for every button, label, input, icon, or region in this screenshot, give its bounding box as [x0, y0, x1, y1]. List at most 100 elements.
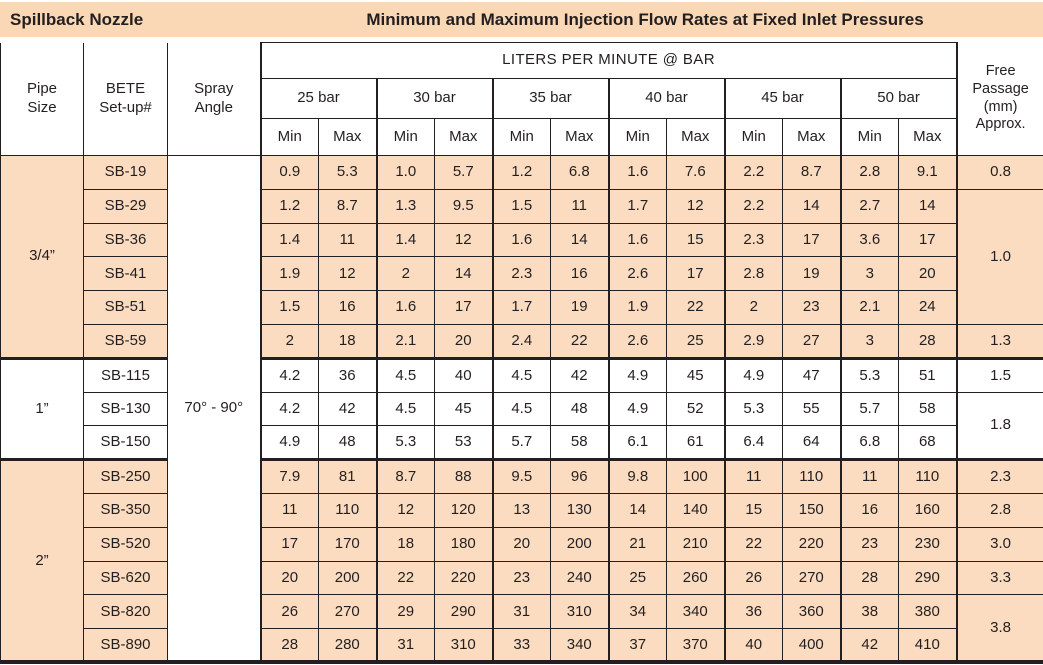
- flow-cell: 17: [259, 526, 319, 562]
- flow-cell: 360: [782, 594, 841, 630]
- flow-cell: 220: [782, 526, 841, 562]
- flow-cell: 290: [897, 560, 958, 596]
- flow-cell: 19: [782, 256, 841, 292]
- flow-cell: 2.7: [839, 188, 899, 224]
- flow-cell: 68: [897, 425, 958, 461]
- flow-cell: 88: [434, 458, 493, 494]
- flow-cell: 2.6: [607, 256, 667, 292]
- header-free-passage: Free Passage (mm) Approx.: [955, 42, 1043, 156]
- setup-cell: SB-150: [83, 425, 168, 461]
- flow-cell: 2.6: [607, 323, 667, 359]
- flow-cell: 11: [550, 188, 609, 224]
- flow-cell: 33: [491, 628, 551, 663]
- flow-cell: 410: [897, 628, 958, 663]
- flow-cell: 170: [318, 526, 377, 562]
- flow-cell: 280: [318, 628, 377, 663]
- free-passage-cell: 1.0: [955, 188, 1043, 325]
- flow-cell: 260: [666, 560, 725, 596]
- flow-cell: 42: [550, 356, 609, 393]
- setup-cell: SB-520: [83, 526, 168, 562]
- flow-cell: 220: [434, 560, 493, 596]
- header-liters-per-minute: LITERS PER MINUTE @ BAR: [259, 42, 958, 79]
- flow-cell: 22: [666, 290, 725, 325]
- flow-cell: 2.1: [375, 323, 435, 359]
- title-band: Spillback Nozzle Minimum and Maximum Inj…: [0, 2, 1043, 37]
- header-max: Max: [434, 118, 493, 156]
- flow-cell: 28: [839, 560, 899, 596]
- flow-cell: 1.7: [607, 188, 667, 224]
- flow-cell: 310: [550, 594, 609, 630]
- header-row-pressures: 25 bar 30 bar 35 bar 40 bar 45 bar 50 ba…: [1, 78, 1043, 119]
- flow-cell: 36: [318, 356, 377, 393]
- flow-cell: 1.6: [375, 290, 435, 325]
- flow-cell: 2.9: [723, 323, 783, 359]
- header-row-minmax: Min Max Min Max Min Max Min Max Min Max …: [1, 118, 1043, 156]
- flow-cell: 5.7: [839, 391, 899, 427]
- flow-cell: 1.6: [607, 222, 667, 258]
- header-min: Min: [607, 118, 667, 156]
- flow-cell: 14: [550, 222, 609, 258]
- flow-cell: 18: [318, 323, 377, 359]
- flow-cell: 23: [782, 290, 841, 325]
- flow-cell: 4.9: [607, 356, 667, 393]
- free-passage-cell: 0.8: [955, 155, 1043, 190]
- flow-cell: 17: [782, 222, 841, 258]
- flow-cell: 1.7: [491, 290, 551, 325]
- flow-cell: 45: [434, 391, 493, 427]
- flow-cell: 1.5: [491, 188, 551, 224]
- flow-cell: 13: [491, 492, 551, 528]
- table-row: SB-29 1.2 8.7 1.3 9.5 1.5 11 1.7 12 2.2 …: [1, 188, 1043, 325]
- pipe-size-cell: 1”: [0, 356, 84, 461]
- flow-cell: 210: [666, 526, 725, 562]
- header-35-bar: 35 bar: [491, 78, 610, 119]
- flow-cell: 64: [782, 425, 841, 461]
- flow-cell: 270: [782, 560, 841, 596]
- flow-cell: 1.9: [607, 290, 667, 325]
- free-passage-cell: 1.8: [955, 391, 1043, 461]
- flow-cell: 6.1: [607, 425, 667, 461]
- flow-cell: 31: [491, 594, 551, 630]
- setup-cell: SB-41: [83, 256, 168, 292]
- header-min: Min: [839, 118, 899, 156]
- table-row: 2” SB-250 7.9 81 8.7 88 9.5 96 9.8 100 1…: [0, 458, 1043, 663]
- flow-cell: 17: [666, 256, 725, 292]
- flow-cell: 130: [550, 492, 609, 528]
- flow-cell: 4.5: [375, 391, 435, 427]
- flow-cell: 12: [666, 188, 725, 224]
- flow-cell: 36: [723, 594, 783, 630]
- flow-cell: 2: [375, 256, 435, 292]
- flow-cell: 1.9: [259, 256, 319, 292]
- free-passage-cell: 2.8: [955, 492, 1043, 528]
- flow-cell: 5.7: [434, 155, 493, 190]
- flow-cell: 12: [434, 222, 493, 258]
- header-min: Min: [375, 118, 435, 156]
- flow-cell: 26: [723, 560, 783, 596]
- flow-cell: 15: [666, 222, 725, 258]
- flow-cell: 45: [666, 356, 725, 393]
- flow-cell: 4.5: [491, 356, 551, 393]
- flow-cell: 2.4: [491, 323, 551, 359]
- header-30-bar: 30 bar: [375, 78, 494, 119]
- flow-cell: 3: [839, 256, 899, 292]
- flow-cell: 61: [666, 425, 725, 461]
- flow-cell: 110: [782, 458, 841, 494]
- table-row: SB-41 1.9 12 2 14 2.3 16 2.6 17 2.8 19 3…: [1, 256, 1043, 292]
- flow-cell: 5.7: [491, 425, 551, 461]
- flow-cell: 1.4: [259, 222, 319, 258]
- free-passage-cell: 3.0: [955, 526, 1043, 562]
- flow-cell: 6.8: [550, 155, 609, 190]
- flow-cell: 110: [318, 492, 377, 528]
- header-bete-setup: BETE Set-up#: [83, 42, 168, 156]
- free-passage-cell: 1.3: [955, 323, 1043, 359]
- flow-cell: 140: [666, 492, 725, 528]
- flow-cell: 240: [550, 560, 609, 596]
- table-row: SB-150 4.9 48 5.3 53 5.7 58 6.1 61 6.4 6…: [1, 425, 1043, 461]
- header-max: Max: [782, 118, 841, 156]
- flow-cell: 28: [259, 628, 319, 663]
- flow-cell: 58: [550, 425, 609, 461]
- flow-cell: 23: [491, 560, 551, 596]
- flow-cell: 4.5: [491, 391, 551, 427]
- table-row: SB-890 28 280 31 310 33 340 37 370 40 40…: [1, 628, 1043, 663]
- spray-angle-cell: 70° - 90°: [167, 155, 261, 663]
